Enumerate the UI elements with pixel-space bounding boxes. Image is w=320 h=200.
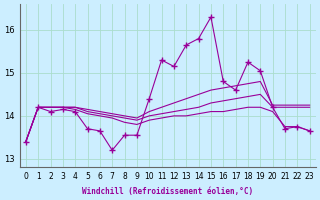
X-axis label: Windchill (Refroidissement éolien,°C): Windchill (Refroidissement éolien,°C) bbox=[82, 187, 253, 196]
